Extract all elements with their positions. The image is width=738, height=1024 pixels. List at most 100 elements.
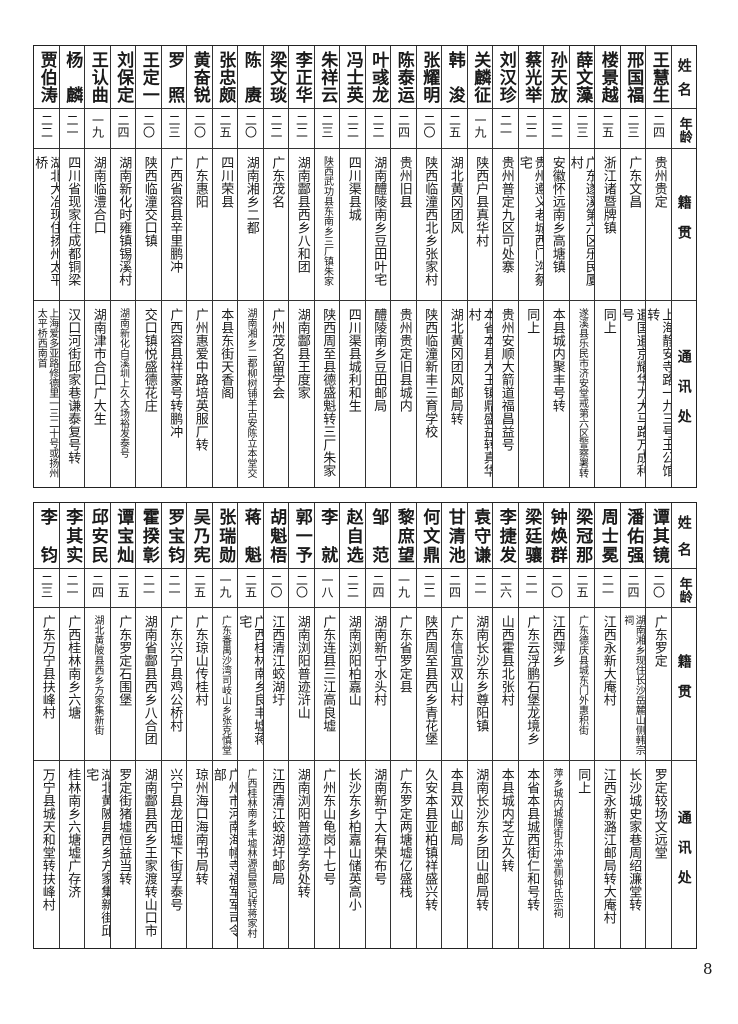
person-origin: 江西清江蛟湖圩: [263, 608, 288, 761]
person-address: 湖南长沙东乡团山邮局转: [468, 761, 493, 948]
person-origin-text: 湖南长沙东乡尊阳镇: [473, 615, 489, 732]
person-origin-text: 湖北黄陂县西乡方家集新街: [92, 615, 103, 735]
person-age: 二二: [416, 569, 441, 608]
person-name: 梁文琰: [263, 46, 288, 109]
header-origin: 籍贯: [671, 149, 696, 301]
person-origin-text: 四川渠县城: [345, 156, 361, 221]
person-address: 湖南新宁大有荣布号: [366, 761, 391, 948]
person-address-text: 万宁县城天和堂转扶峰村: [39, 768, 55, 911]
person-name-text: 邹范: [368, 508, 389, 563]
person-address: 湖北黄陂县西乡方家集新街邱宅: [85, 761, 110, 948]
person-origin-text: 湖南新化时雍镇锡溪村: [116, 156, 132, 286]
person-origin: 安徽怀远南乡高塘镇: [544, 149, 569, 301]
header-column: 姓名 年龄 籍贯 通讯处: [670, 503, 697, 948]
person-address-text: 湖南浏阳普迹学务处转: [294, 768, 310, 898]
person-record: 邹范 二四 湖南新宁水头村 湖南新宁大有荣布号: [364, 503, 391, 948]
person-address: 同上: [570, 761, 595, 948]
person-address: 湖南浏阳普迹学务处转: [289, 761, 314, 948]
person-origin-text: 广东番禺沙湾司岐山乡张克慎堂: [219, 615, 231, 755]
person-address: 广西桂林南乡丰墟林源昌意记转蒋家村: [238, 761, 263, 948]
person-origin: 广东省罗定县: [391, 608, 416, 761]
person-record: 霍揆彰 二一 湖南省酃县西乡八合团 湖南酃县西乡王家渡转山口市: [135, 503, 161, 948]
person-address: 汉口河街邱家巷谦泰复号转: [60, 301, 85, 487]
person-origin-text: 广东惠阳: [192, 156, 208, 208]
person-record: 薛文藻 二三 广东遂溪第六区乐民厦村 遂溪县乐民市济安堂戒第六区警察署转: [568, 46, 594, 487]
person-address-text: 广东罗定两塘墟亿盛栈: [396, 768, 412, 898]
person-name: 潘佑强: [620, 503, 645, 569]
person-name-text: 李正华: [291, 51, 312, 103]
person-name-text: 吴乃宪: [189, 508, 210, 563]
person-name-text: 刘汉珍: [495, 51, 516, 103]
person-origin: 广东罗定: [646, 608, 671, 761]
person-address: 本县城内聚丰号转: [544, 301, 569, 487]
person-name-text: 黄奋锐: [189, 51, 210, 103]
person-origin-text: 广东文昌: [626, 156, 642, 208]
person-name: 李钧: [34, 503, 59, 569]
person-origin-text: 江西永新大庵村: [600, 615, 616, 706]
person-age-text: 二一: [65, 574, 80, 598]
person-name: 李正华: [289, 46, 314, 109]
person-origin: 广东德庆县城东门外惠积街: [569, 608, 594, 761]
person-name: 谭宝灿: [110, 503, 135, 569]
person-name: 刘保定: [110, 46, 135, 109]
person-address-text: 醴陵南乡豆田邮局: [371, 308, 387, 412]
person-address-text: 陕西临潼新丰三育学校: [422, 308, 438, 438]
person-origin: 湖南酃县西乡八和团: [289, 149, 314, 301]
person-age: 二三: [620, 109, 645, 149]
person-origin: 四川省现家住成都铜梁: [59, 149, 84, 301]
person-age-text: 二二: [269, 114, 284, 138]
person-origin: 湖北黄冈团风: [442, 149, 467, 301]
person-origin-text: 贵州贵定: [651, 156, 667, 208]
person-record: 谭宝灿 二五 广东罗定石围堡 罗定街猪墟恒益当转: [109, 503, 135, 948]
header-origin-text: 籍贯: [675, 654, 692, 714]
person-age-text: 二四: [116, 114, 131, 138]
person-origin-text: 广东兴宁县鸡公桥村: [167, 615, 183, 732]
header-address: 通讯处: [672, 761, 697, 948]
person-record: 潘佑强 二四 湖南湘乡现住长沙岳麓山侧韩宗祠 长沙城史家巷周绍濂堂转: [619, 503, 645, 948]
person-age-text: 二二: [39, 114, 54, 138]
person-age: 二一: [161, 569, 186, 608]
person-name-text: 郭一予: [291, 508, 312, 563]
person-origin: 湖北大冶现住扬州太平桥: [34, 149, 59, 301]
person-origin-text: 湖南新宁水头村: [371, 615, 387, 706]
person-age-text: 二五: [600, 114, 615, 138]
person-age-text: 二五: [116, 574, 131, 598]
person-address-text: 上海静安寺路一九三号王公馆转: [646, 308, 671, 477]
person-name-text: 张瑞勋: [215, 508, 236, 563]
person-record: 关麟征 一九 陕西户县真华村 本省本县大王镇鼎盛益转真华村: [466, 46, 492, 487]
person-name: 何文鼎: [416, 503, 441, 569]
person-record: 韩浚 二五 湖北黄冈团风 湖北黄冈团风邮局转: [441, 46, 467, 487]
person-name-text: 孙天放: [546, 51, 567, 103]
person-age: 二〇: [263, 569, 288, 608]
person-address: 广州市河南海幢寺福军军司令部: [213, 761, 238, 948]
person-name-text: 邱安民: [87, 508, 108, 563]
person-name-text: 赵自选: [342, 508, 363, 563]
header-name-text: 姓名: [675, 515, 692, 556]
person-address-text: 四川渠县城利和生: [345, 308, 361, 412]
person-name: 罗照: [161, 46, 186, 109]
person-name: 王认曲: [85, 46, 110, 109]
person-origin-text: 山西霍县北张村: [498, 615, 514, 706]
person-age-text: 二〇: [651, 574, 666, 598]
person-address: 桂林南乡六塘墟广存济: [60, 761, 85, 948]
person-origin: 广东兴宁县鸡公桥村: [161, 608, 186, 761]
person-name-text: 潘佑强: [623, 508, 644, 563]
person-name: 王定一: [136, 46, 161, 109]
person-address: 湖南酃县西乡王家渡转山口市: [136, 761, 161, 948]
person-age: 二三: [161, 109, 186, 149]
person-name: 韩浚: [442, 46, 467, 109]
person-address: 本县双山邮局: [442, 761, 467, 948]
person-name-text: 黎庶望: [393, 508, 414, 563]
person-record: 赵自选 二二 湖南浏阳柏嘉山 长沙东乡柏嘉山储英高小: [339, 503, 365, 948]
header-name: 姓名: [671, 46, 696, 109]
person-record: 李就 一八 广东连县三江高良墟 广州东山龟岗十七号: [313, 503, 339, 948]
person-record: 蔡光举 二二 贵州遵义老城西门沟蔡宅 同上: [517, 46, 543, 487]
person-age: 一九: [85, 109, 110, 149]
person-age: 二〇: [289, 569, 314, 608]
person-age-text: 二〇: [141, 114, 156, 138]
person-age: 二〇: [646, 569, 671, 608]
person-name-text: 冯士英: [342, 51, 363, 103]
person-address-text: 本省本县城西街仁和号转: [524, 768, 540, 911]
person-origin-text: 广东信宜双山村: [447, 615, 463, 706]
person-record: 袁守谦 二一 湖南长沙东乡尊阳镇 湖南长沙东乡团山邮局转: [466, 503, 493, 948]
